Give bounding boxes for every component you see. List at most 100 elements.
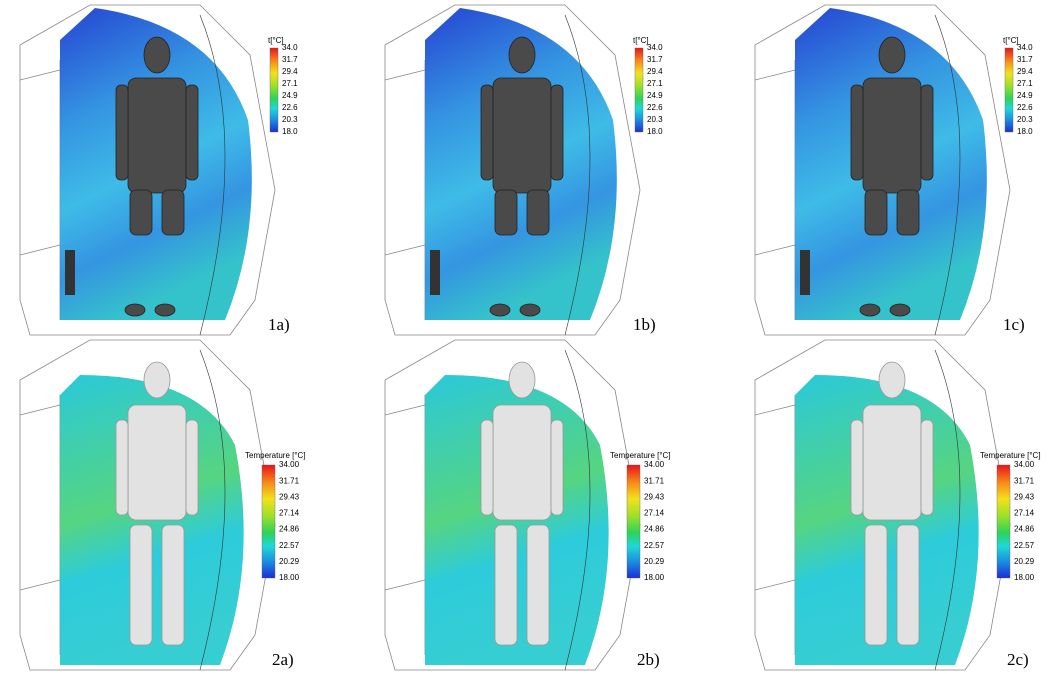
legend-title: Temperature [°C]	[610, 451, 671, 460]
right-leg	[527, 525, 549, 645]
colorbar	[627, 465, 640, 578]
panel: t[°C]34.031.729.427.124.922.620.318.01c)	[755, 5, 1033, 335]
panel: t[°C]34.031.729.427.124.922.620.318.01b)	[385, 5, 663, 335]
legend-tick-label: 31.71	[279, 476, 300, 485]
legend-tick-label: 34.0	[282, 43, 298, 52]
right-foot	[155, 304, 175, 316]
legend-tick-label: 24.9	[282, 91, 298, 100]
legend-tick-label: 22.57	[1014, 541, 1035, 550]
head	[879, 362, 905, 398]
head	[879, 37, 905, 73]
legend-tick-label: 18.0	[282, 127, 298, 136]
left-arm	[851, 420, 863, 515]
legend-tick-label: 31.71	[1014, 476, 1035, 485]
legend-tick-label: 27.14	[279, 509, 300, 518]
right-arm	[186, 85, 198, 180]
torso	[863, 78, 921, 193]
colorbar	[270, 48, 278, 132]
torso	[863, 405, 921, 520]
right-leg	[897, 525, 919, 645]
left-arm	[851, 85, 863, 180]
vent	[800, 250, 810, 295]
left-leg	[865, 190, 887, 235]
legend-tick-label: 22.6	[282, 103, 298, 112]
right-arm	[921, 85, 933, 180]
left-leg	[130, 525, 152, 645]
legend-tick-label: 20.29	[1014, 557, 1035, 566]
legend-tick-label: 18.00	[644, 573, 665, 582]
right-foot	[890, 304, 910, 316]
legend-title: Temperature [°C]	[245, 451, 306, 460]
left-foot	[860, 304, 880, 316]
vent	[430, 250, 440, 295]
legend-tick-label: 18.00	[279, 573, 300, 582]
right-foot	[520, 304, 540, 316]
panel: Temperature [°C]34.0031.7129.4327.1424.8…	[385, 340, 671, 670]
panel: t[°C]34.031.729.427.124.922.620.318.01a)	[20, 5, 298, 335]
panel: Temperature [°C]34.0031.7129.4327.1424.8…	[20, 340, 306, 670]
colorbar	[262, 465, 275, 578]
legend-tick-label: 20.3	[647, 115, 663, 124]
legend-tick-label: 18.0	[647, 127, 663, 136]
left-arm	[481, 85, 493, 180]
left-foot	[490, 304, 510, 316]
legend-tick-label: 27.1	[647, 79, 663, 88]
legend-tick-label: 34.00	[644, 460, 665, 469]
legend-tick-label: 20.29	[644, 557, 665, 566]
legend-tick-label: 20.29	[279, 557, 300, 566]
vent	[65, 250, 75, 295]
legend-tick-label: 27.1	[1017, 79, 1033, 88]
legend-tick-label: 31.7	[1017, 55, 1033, 64]
legend-title: Temperature [°C]	[980, 451, 1041, 460]
panel-label: 2c)	[1007, 650, 1029, 669]
legend-tick-label: 31.71	[644, 476, 665, 485]
right-arm	[186, 420, 198, 515]
legend-tick-label: 34.00	[279, 460, 300, 469]
left-leg	[495, 190, 517, 235]
legend-tick-label: 24.9	[1017, 91, 1033, 100]
legend-tick-label: 22.57	[279, 541, 300, 550]
panel-label: 1a)	[268, 315, 290, 334]
legend-tick-label: 29.4	[647, 67, 663, 76]
head	[509, 37, 535, 73]
right-leg	[527, 190, 549, 235]
legend-tick-label: 20.3	[282, 115, 298, 124]
legend-tick-label: 34.0	[1017, 43, 1033, 52]
legend-tick-label: 34.00	[1014, 460, 1035, 469]
legend-tick-label: 22.6	[1017, 103, 1033, 112]
left-arm	[481, 420, 493, 515]
legend-tick-label: 22.6	[647, 103, 663, 112]
legend-tick-label: 18.00	[1014, 573, 1035, 582]
panel-label: 1c)	[1003, 315, 1025, 334]
torso	[493, 78, 551, 193]
head	[144, 362, 170, 398]
legend-tick-label: 34.0	[647, 43, 663, 52]
colorbar	[1005, 48, 1013, 132]
figure: t[°C]34.031.729.427.124.922.620.318.01a)…	[0, 0, 1060, 674]
colorbar	[635, 48, 643, 132]
right-leg	[162, 190, 184, 235]
legend-tick-label: 29.43	[1014, 492, 1035, 501]
legend-tick-label: 31.7	[647, 55, 663, 64]
right-arm	[921, 420, 933, 515]
right-arm	[551, 85, 563, 180]
legend-tick-label: 18.0	[1017, 127, 1033, 136]
legend-tick-label: 31.7	[282, 55, 298, 64]
left-leg	[865, 525, 887, 645]
panel-label: 2b)	[637, 650, 660, 669]
torso	[128, 78, 186, 193]
colorbar	[997, 465, 1010, 578]
panel-label: 1b)	[633, 315, 656, 334]
left-leg	[130, 190, 152, 235]
left-arm	[116, 85, 128, 180]
legend-tick-label: 29.43	[644, 492, 665, 501]
right-leg	[162, 525, 184, 645]
legend-tick-label: 20.3	[1017, 115, 1033, 124]
legend-tick-label: 22.57	[644, 541, 665, 550]
legend-tick-label: 27.14	[644, 509, 665, 518]
panel-label: 2a)	[272, 650, 294, 669]
legend-tick-label: 27.1	[282, 79, 298, 88]
left-leg	[495, 525, 517, 645]
legend-tick-label: 24.86	[279, 525, 300, 534]
right-arm	[551, 420, 563, 515]
